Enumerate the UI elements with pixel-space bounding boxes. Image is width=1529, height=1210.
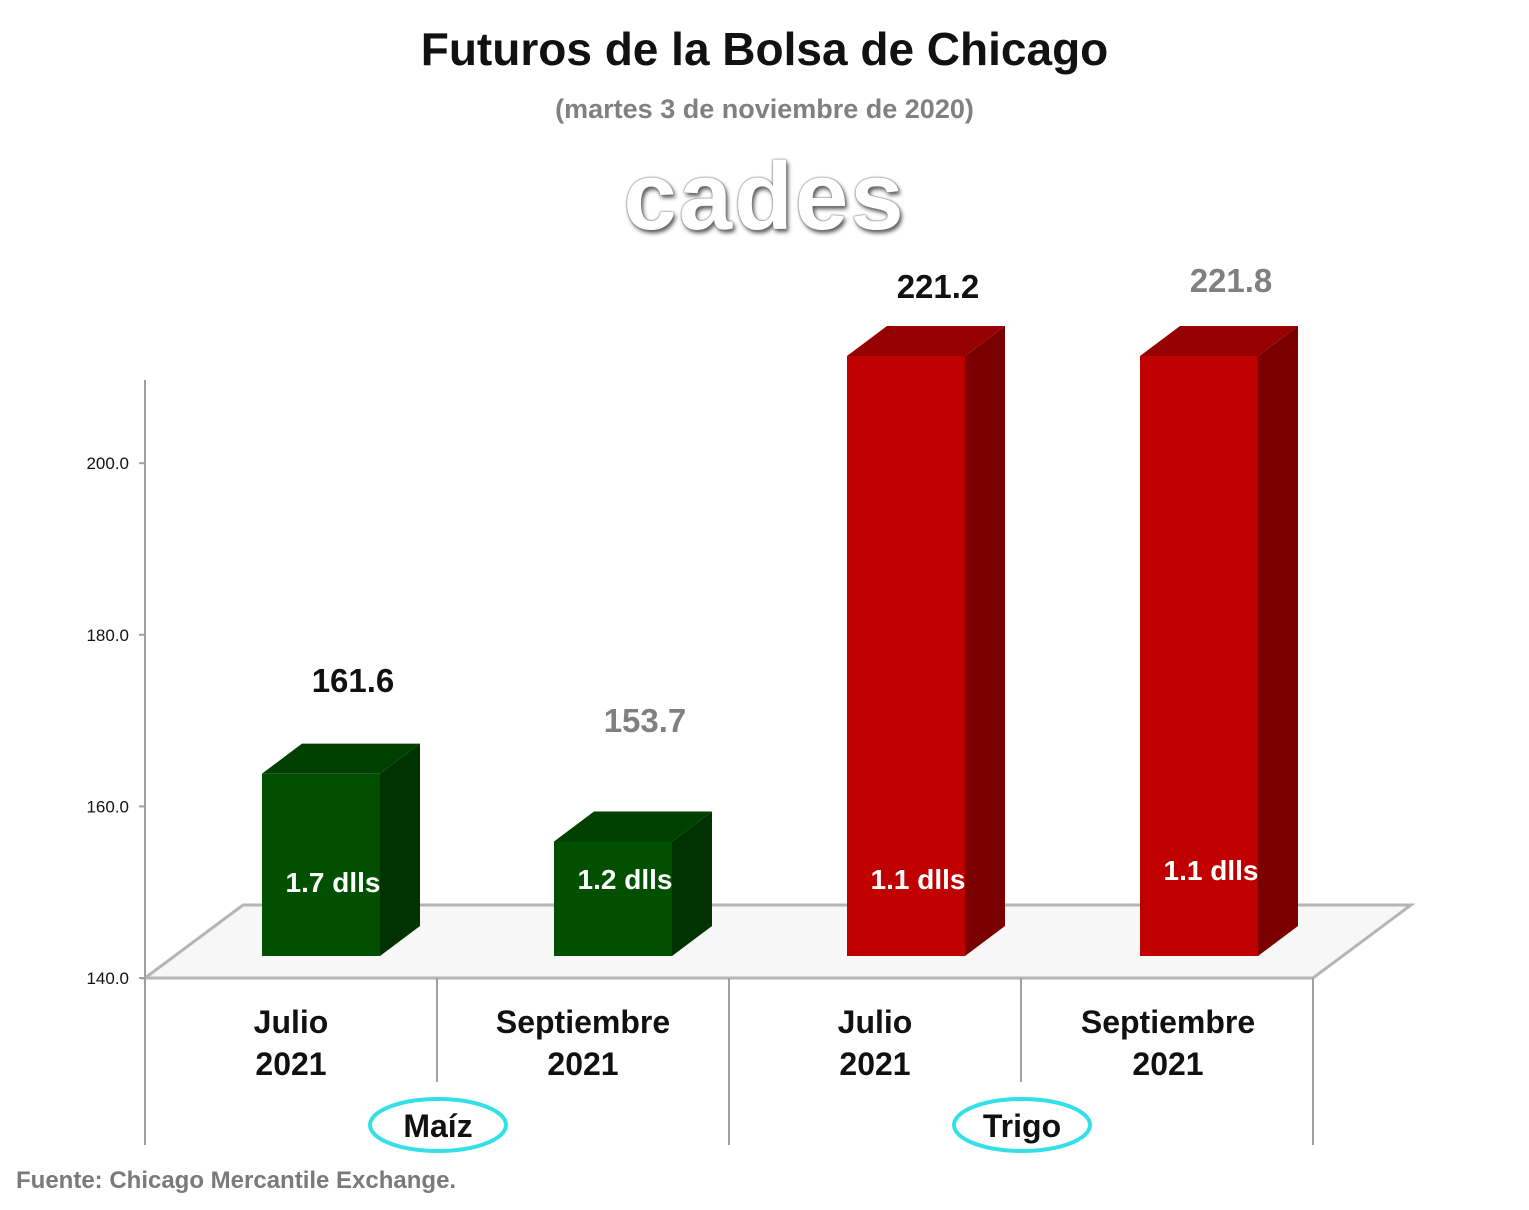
bar-value-label: 153.7 [604, 702, 687, 739]
chart-subtitle: (martes 3 de noviembre de 2020) [555, 94, 974, 124]
bar-side [965, 326, 1005, 956]
group-ring [368, 1097, 508, 1153]
source-note: Fuente: Chicago Mercantile Exchange. [16, 1167, 457, 1194]
category-label-line1: Septiembre [1081, 1004, 1255, 1040]
cades-logo: cades [623, 143, 906, 250]
bar-value-label: 221.8 [1190, 262, 1273, 299]
category-label-line2: 2021 [1132, 1046, 1203, 1082]
y-tick-label: 180.0 [86, 626, 129, 645]
bar-inner-label: 1.2 dlls [578, 864, 673, 895]
bar-value-label: 161.6 [312, 662, 395, 699]
bar [554, 841, 672, 956]
bar [262, 773, 380, 956]
chart-title: Futuros de la Bolsa de Chicago [420, 23, 1109, 75]
chart-floor [140, 903, 1416, 980]
bar-inner-label: 1.7 dlls [286, 867, 381, 898]
category-label-line1: Julio [254, 1004, 329, 1040]
category-label-line2: 2021 [255, 1046, 326, 1082]
bar-top [1140, 326, 1298, 356]
category-label-line2: 2021 [547, 1046, 618, 1082]
bar-inner-label: 1.1 dlls [1164, 855, 1259, 886]
bar-inner-label: 1.1 dlls [871, 864, 966, 895]
bar [1140, 356, 1258, 956]
bar-top [262, 743, 420, 774]
category-label-line1: Septiembre [496, 1004, 670, 1040]
category-label-line2: 2021 [839, 1046, 910, 1082]
group-label: Maíz [403, 1108, 472, 1144]
y-tick-label: 140.0 [86, 969, 129, 988]
category-label-line1: Julio [838, 1004, 913, 1040]
group-ring [952, 1097, 1092, 1153]
bar-side [1258, 326, 1298, 956]
bar-side [380, 743, 420, 956]
bar [847, 356, 965, 956]
group-label: Trigo [983, 1108, 1061, 1144]
bar-top [554, 811, 712, 842]
y-tick-label: 200.0 [86, 454, 129, 473]
bar-side [672, 811, 712, 956]
y-tick-label: 160.0 [86, 797, 129, 816]
bar-top [847, 326, 1005, 356]
bar-value-label: 221.2 [897, 268, 980, 305]
